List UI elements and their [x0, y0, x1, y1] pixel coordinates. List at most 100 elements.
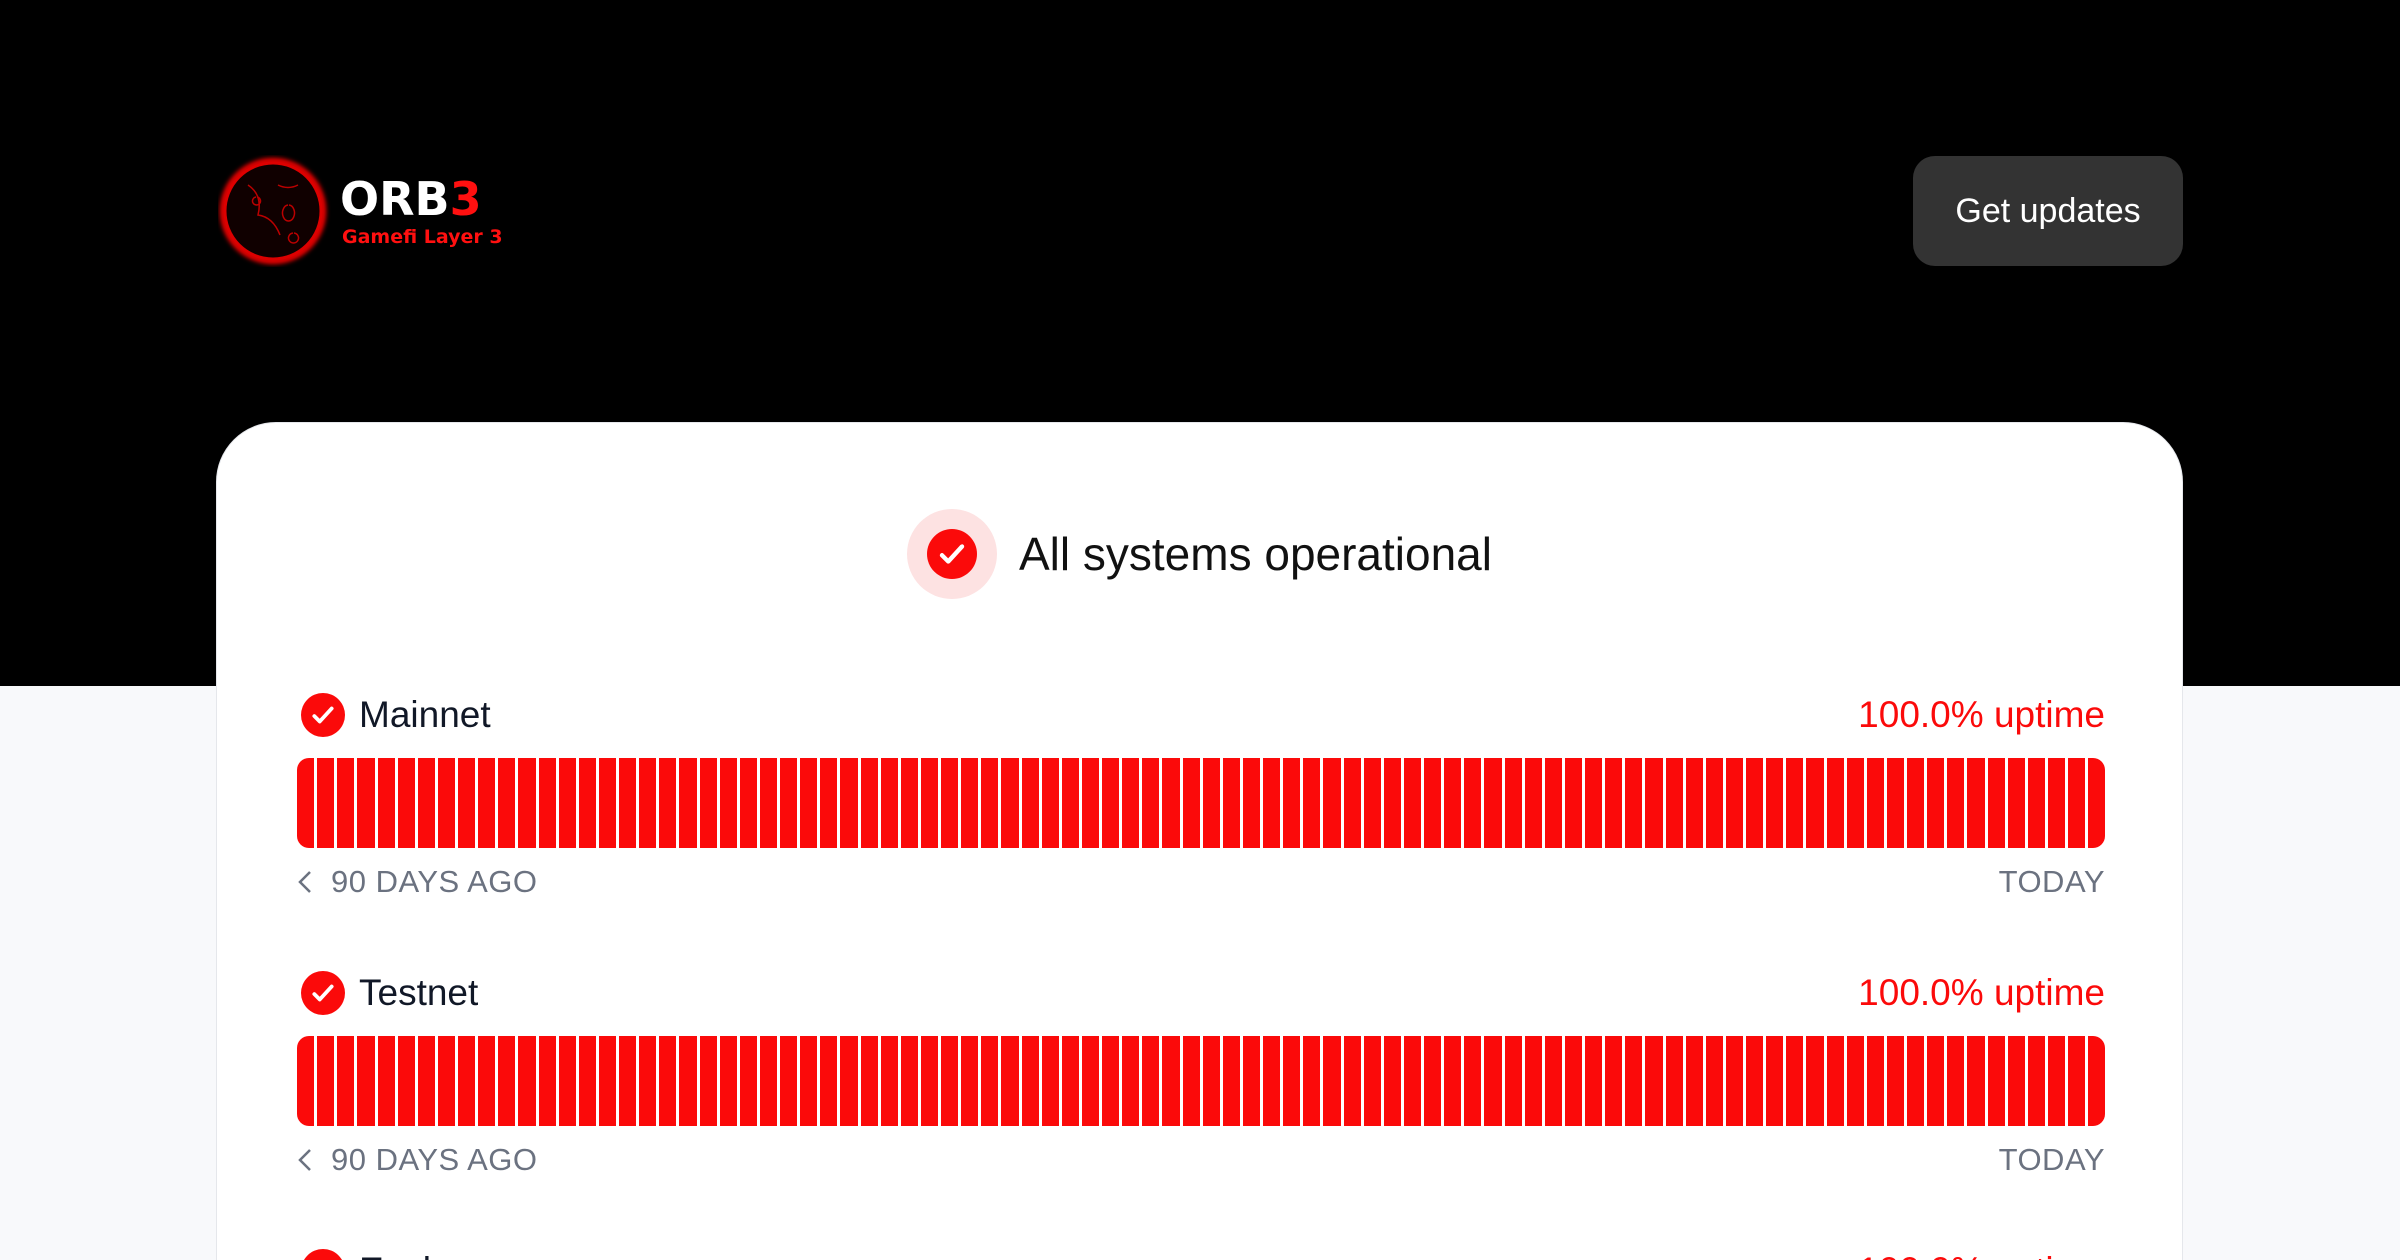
uptime-day[interactable] [619, 758, 637, 848]
uptime-day[interactable] [1444, 1036, 1462, 1126]
uptime-day[interactable] [1303, 758, 1321, 848]
uptime-day[interactable] [1725, 1036, 1743, 1126]
uptime-day[interactable] [558, 1036, 576, 1126]
uptime-day[interactable] [2027, 758, 2045, 848]
uptime-day[interactable] [1886, 1036, 1904, 1126]
uptime-day[interactable] [417, 1036, 435, 1126]
uptime-day[interactable] [961, 1036, 979, 1126]
uptime-day[interactable] [1725, 758, 1743, 848]
uptime-day[interactable] [558, 758, 576, 848]
uptime-day[interactable] [1645, 1036, 1663, 1126]
uptime-day[interactable] [397, 758, 415, 848]
uptime-day[interactable] [458, 758, 476, 848]
uptime-day[interactable] [840, 1036, 858, 1126]
uptime-day[interactable] [639, 758, 657, 848]
uptime-day[interactable] [619, 1036, 637, 1126]
uptime-day[interactable] [377, 758, 395, 848]
uptime-day[interactable] [337, 1036, 355, 1126]
uptime-day[interactable] [1685, 758, 1703, 848]
uptime-day[interactable] [1303, 1036, 1321, 1126]
uptime-day[interactable] [981, 1036, 999, 1126]
uptime-day[interactable] [538, 758, 556, 848]
uptime-day[interactable] [1987, 1036, 2005, 1126]
uptime-day[interactable] [1383, 1036, 1401, 1126]
uptime-day[interactable] [679, 758, 697, 848]
uptime-day[interactable] [820, 1036, 838, 1126]
uptime-day[interactable] [1162, 758, 1180, 848]
uptime-day[interactable] [1705, 758, 1723, 848]
uptime-day[interactable] [780, 758, 798, 848]
uptime-day[interactable] [1524, 1036, 1542, 1126]
uptime-day[interactable] [1424, 1036, 1442, 1126]
uptime-day[interactable] [1464, 1036, 1482, 1126]
uptime-day[interactable] [1585, 1036, 1603, 1126]
uptime-day[interactable] [1907, 758, 1925, 848]
uptime-day[interactable] [2068, 758, 2086, 848]
uptime-day[interactable] [920, 1036, 938, 1126]
uptime-day[interactable] [2088, 758, 2105, 848]
uptime-day[interactable] [1766, 1036, 1784, 1126]
uptime-day[interactable] [860, 1036, 878, 1126]
uptime-day[interactable] [1544, 1036, 1562, 1126]
uptime-day[interactable] [1263, 758, 1281, 848]
uptime-day[interactable] [1524, 758, 1542, 848]
uptime-day[interactable] [478, 758, 496, 848]
uptime-day[interactable] [659, 1036, 677, 1126]
uptime-day[interactable] [941, 758, 959, 848]
uptime-day[interactable] [1585, 758, 1603, 848]
uptime-day[interactable] [458, 1036, 476, 1126]
uptime-day[interactable] [699, 758, 717, 848]
uptime-day[interactable] [1444, 758, 1462, 848]
uptime-day[interactable] [719, 758, 737, 848]
uptime-day[interactable] [1987, 758, 2005, 848]
uptime-day[interactable] [1142, 758, 1160, 848]
uptime-day[interactable] [518, 758, 536, 848]
uptime-day[interactable] [1967, 1036, 1985, 1126]
uptime-day[interactable] [1202, 758, 1220, 848]
uptime-day[interactable] [1102, 1036, 1120, 1126]
uptime-day[interactable] [1927, 1036, 1945, 1126]
uptime-day[interactable] [1665, 1036, 1683, 1126]
uptime-day[interactable] [317, 758, 335, 848]
uptime-day[interactable] [1162, 1036, 1180, 1126]
uptime-day[interactable] [1323, 758, 1341, 848]
chevron-left-icon[interactable] [297, 869, 313, 895]
uptime-day[interactable] [297, 758, 315, 848]
uptime-day[interactable] [1907, 1036, 1925, 1126]
uptime-day[interactable] [1403, 1036, 1421, 1126]
uptime-day[interactable] [1242, 1036, 1260, 1126]
uptime-day[interactable] [297, 1036, 315, 1126]
uptime-day[interactable] [1766, 758, 1784, 848]
uptime-day[interactable] [1665, 758, 1683, 848]
uptime-day[interactable] [317, 1036, 335, 1126]
uptime-day[interactable] [1746, 1036, 1764, 1126]
uptime-day[interactable] [941, 1036, 959, 1126]
uptime-day[interactable] [1041, 1036, 1059, 1126]
uptime-day[interactable] [900, 758, 918, 848]
uptime-day[interactable] [1142, 1036, 1160, 1126]
uptime-day[interactable] [981, 758, 999, 848]
uptime-day[interactable] [357, 1036, 375, 1126]
uptime-day[interactable] [1202, 1036, 1220, 1126]
uptime-day[interactable] [880, 758, 898, 848]
uptime-day[interactable] [1846, 758, 1864, 848]
uptime-day[interactable] [2007, 758, 2025, 848]
uptime-day[interactable] [437, 758, 455, 848]
uptime-day[interactable] [1242, 758, 1260, 848]
uptime-day[interactable] [2068, 1036, 2086, 1126]
uptime-day[interactable] [639, 1036, 657, 1126]
uptime-day[interactable] [437, 1036, 455, 1126]
uptime-day[interactable] [1263, 1036, 1281, 1126]
uptime-day[interactable] [1021, 1036, 1039, 1126]
orb3-logo[interactable]: ORB3 Gamefi Layer 3 [218, 155, 518, 267]
get-updates-button[interactable]: Get updates [1913, 156, 2183, 266]
uptime-day[interactable] [679, 1036, 697, 1126]
uptime-day[interactable] [1947, 1036, 1965, 1126]
uptime-day[interactable] [1424, 758, 1442, 848]
uptime-day[interactable] [498, 1036, 516, 1126]
uptime-day[interactable] [1383, 758, 1401, 848]
uptime-day[interactable] [1927, 758, 1945, 848]
uptime-day[interactable] [1544, 758, 1562, 848]
uptime-day[interactable] [1746, 758, 1764, 848]
uptime-day[interactable] [1041, 758, 1059, 848]
